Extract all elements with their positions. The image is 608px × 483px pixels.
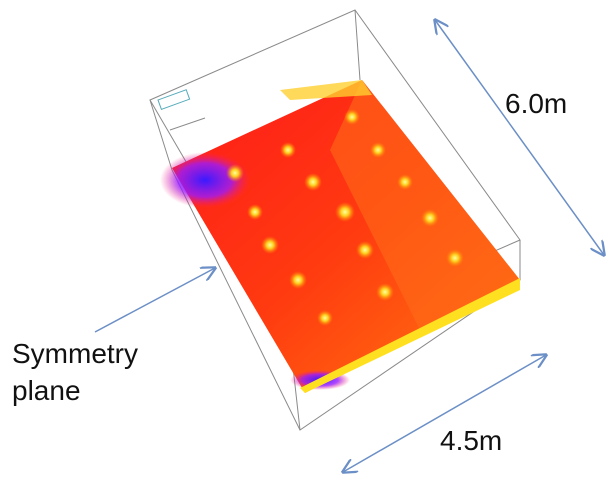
vent [158, 90, 205, 130]
symmetry-label: plane [12, 375, 81, 406]
page: 6.0m Symmetry plane 4.5m (() => { const … [0, 0, 608, 483]
symmetry-label: Symmetry [12, 338, 138, 369]
width-label: 4.5m [440, 425, 502, 456]
symmetry-arrow [95, 268, 215, 332]
figure: 6.0m Symmetry plane 4.5m [0, 0, 608, 483]
floor-contour [160, 80, 520, 393]
length-label: 6.0m [505, 88, 567, 119]
